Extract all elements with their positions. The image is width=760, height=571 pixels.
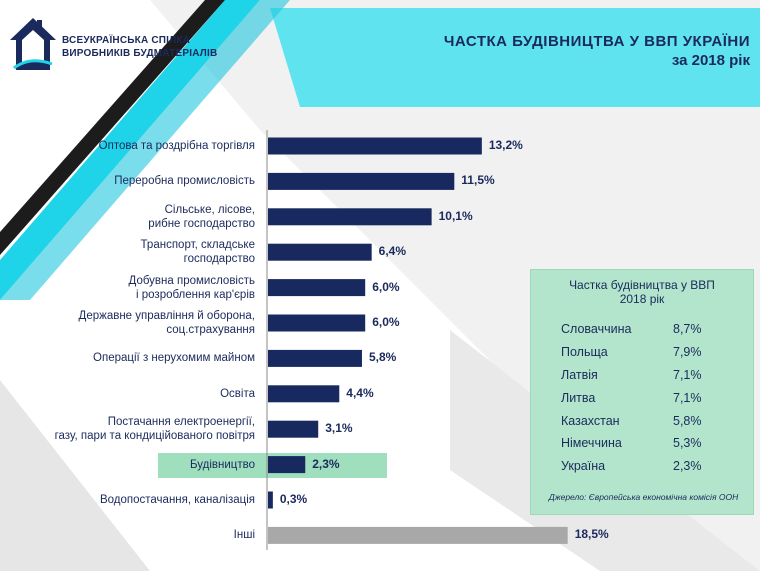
country-name: Латвія [561, 367, 598, 382]
country-name: Польща [561, 345, 608, 360]
bar-8 [268, 420, 319, 438]
value-label: 18,5% [574, 527, 609, 542]
page-title: ЧАСТКА БУДІВНИЦТВА У ВВП УКРАЇНИ за 2018… [444, 33, 750, 69]
bg-gray-wedge-left [0, 360, 150, 571]
country-name: Словаччина [561, 322, 632, 337]
value-label: 6,0% [372, 279, 400, 294]
value-label: 2,3% [312, 456, 340, 471]
bar-6 [268, 349, 362, 367]
country-name: Литва [561, 390, 596, 405]
panel-source: Джерело: Європейська економічна комісія … [548, 492, 739, 502]
category-label: Сільське, лісове, рибне господарство [148, 203, 255, 230]
country-value: 5,8% [673, 413, 702, 428]
category-label: Водопостачання, каналізація [99, 494, 255, 506]
country-value: 5,3% [673, 436, 702, 451]
country-value: 7,9% [673, 345, 702, 360]
value-label: 6,4% [378, 244, 407, 259]
country-name: Німеччина [561, 436, 622, 451]
table-row: Україна 2,3% [561, 455, 733, 478]
category-label: Будівництво [189, 458, 255, 471]
table-row: Німеччина 5,3% [561, 432, 733, 455]
black-stripe [0, 0, 225, 255]
country-value: 7,1% [673, 367, 702, 382]
bar-1 [268, 172, 455, 190]
category-label: Постачання електроенергії, газу, пари та … [54, 416, 255, 443]
panel-title-line: 2018 рік [619, 292, 665, 306]
bar-10 [268, 491, 273, 509]
panel-title-line: Частка будівництва у ВВП [569, 278, 715, 292]
title-line1: ЧАСТКА БУДІВНИЦТВА У ВВП УКРАЇНИ [443, 33, 750, 50]
value-label: 6,0% [372, 315, 400, 329]
table-row: Литва 7,1% [561, 386, 733, 409]
category-label: Інші [233, 529, 255, 542]
country-value: 2,3% [673, 459, 702, 474]
value-label: 3,1% [325, 421, 353, 436]
bars-group [268, 137, 568, 544]
value-label: 10,1% [438, 208, 473, 223]
bar-5 [268, 314, 366, 332]
category-label: Переробна промисловість [114, 175, 255, 188]
bar-7 [268, 385, 340, 403]
category-label: Освіта [220, 387, 255, 400]
bar-11 [268, 526, 568, 544]
category-label: Транспорт, складське господарство [140, 239, 255, 266]
cyan-stripe-shade [0, 0, 290, 300]
country-value: 8,7% [673, 322, 702, 337]
table-row: Польща 7,9% [561, 341, 733, 364]
logo-house-icon [10, 18, 56, 70]
table-row: Словаччина 8,7% [561, 318, 733, 341]
bar-4 [268, 279, 366, 297]
value-label: 4,4% [346, 385, 374, 400]
title-line2: за 2018 рік [671, 52, 750, 69]
bar-3 [268, 243, 372, 261]
value-label: 0,3% [279, 492, 308, 506]
org-name-line2: ВИРОБНИКІВ БУДМАТЕРІАЛІВ [62, 48, 218, 59]
bar-0 [268, 137, 482, 155]
category-label: Операції з нерухомим майном [93, 352, 255, 365]
category-label: Оптова та роздрібна торгівля [98, 140, 255, 152]
value-label: 11,5% [461, 173, 495, 188]
value-label: 13,2% [488, 138, 523, 152]
country-name: Україна [561, 459, 606, 474]
bar-9 [268, 456, 306, 474]
category-label: Державне управління й оборона, соц.страху… [78, 310, 255, 336]
header-cyan-band [270, 8, 760, 107]
comparison-panel: Частка будівництва у ВВП 2018 рік Словачч… [530, 269, 754, 515]
table-row: Казахстан 5,8% [561, 409, 733, 432]
value-label: 5,8% [368, 350, 397, 365]
country-value: 7,1% [673, 390, 702, 405]
category-label: Добувна промисловість і розроблення кар'є… [128, 274, 255, 301]
country-name: Казахстан [561, 413, 620, 428]
panel-title: Частка будівництва у ВВП 2018 рік [531, 278, 753, 306]
bar-2 [268, 208, 432, 226]
table-row: Латвія 7,1% [561, 364, 733, 387]
org-name-line1: ВСЕУКРАЇНСЬКА СПІЛКА [62, 35, 191, 46]
org-name: ВСЕУКРАЇНСЬКА СПІЛКА ВИРОБНИКІВ БУДМАТЕР… [62, 34, 217, 60]
comparison-table: Словаччина 8,7% Польща 7,9% Латвія 7,1% Литва 7… [561, 318, 733, 478]
